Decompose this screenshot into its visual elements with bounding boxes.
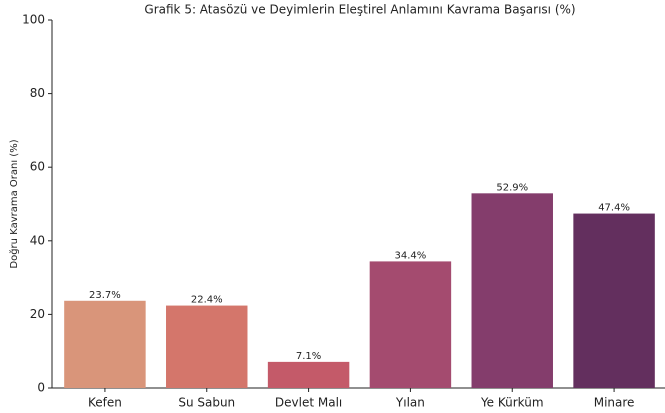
- bar: [573, 213, 655, 388]
- x-tick-label: Ye Kürküm: [480, 396, 544, 410]
- value-label: 22.4%: [191, 295, 223, 306]
- x-tick-label: Yılan: [395, 396, 425, 410]
- bar: [166, 305, 248, 388]
- x-tick-label: Devlet Malı: [275, 396, 342, 410]
- x-tick-label: Minare: [594, 396, 635, 410]
- value-label: 52.9%: [496, 182, 528, 193]
- bar: [267, 361, 350, 388]
- value-label: 47.4%: [598, 203, 630, 214]
- y-tick-label: 40: [30, 233, 45, 247]
- y-tick-label: 20: [30, 307, 45, 321]
- bar: [369, 261, 452, 388]
- x-tick-label: Su Sabun: [178, 396, 235, 410]
- value-label: 34.4%: [395, 250, 427, 261]
- chart-title: Grafik 5: Atasözü ve Deyimlerin Eleştire…: [144, 3, 575, 17]
- value-label: 7.1%: [296, 351, 321, 362]
- x-tick-label: Kefen: [88, 396, 122, 410]
- y-tick-label: 100: [22, 13, 45, 27]
- y-tick-label: 0: [37, 381, 45, 395]
- value-label: 23.7%: [89, 290, 121, 301]
- y-tick-label: 60: [30, 160, 45, 174]
- y-tick-label: 80: [30, 86, 45, 100]
- bar: [471, 193, 553, 388]
- y-axis-label: Doğru Kavrama Oranı (%): [8, 139, 20, 268]
- bar: [64, 300, 146, 388]
